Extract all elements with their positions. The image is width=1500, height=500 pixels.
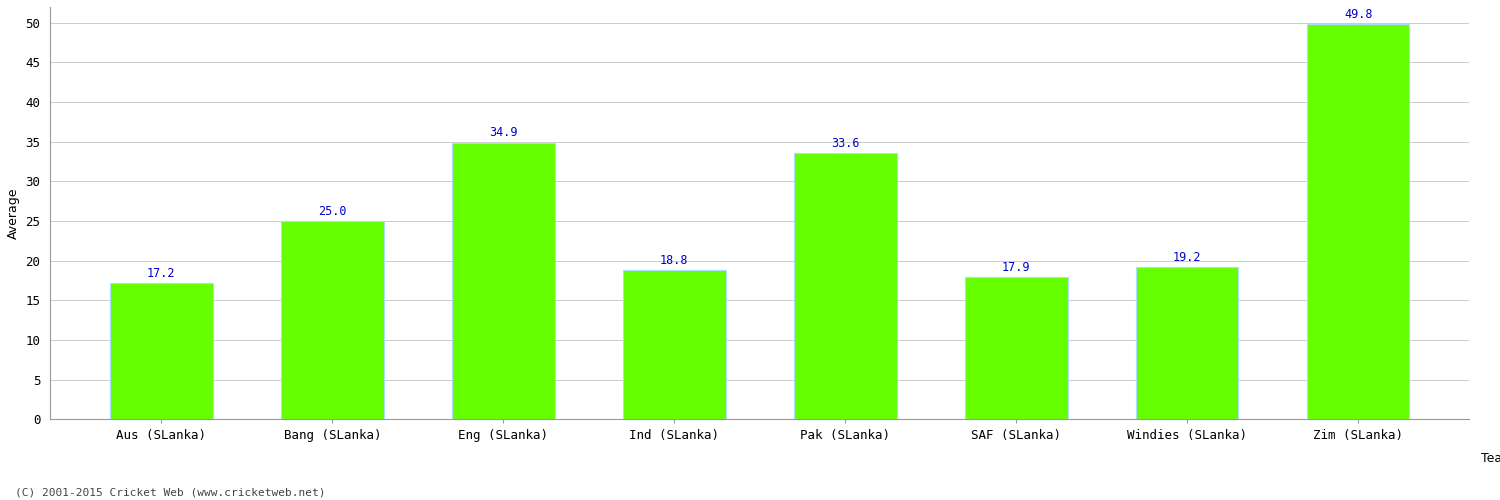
Bar — [794, 153, 897, 419]
Bar — [1306, 24, 1410, 419]
Text: 34.9: 34.9 — [489, 126, 518, 140]
Text: 25.0: 25.0 — [318, 205, 346, 218]
X-axis label: Team: Team — [1480, 452, 1500, 465]
Bar — [1136, 267, 1239, 420]
Text: 33.6: 33.6 — [831, 136, 860, 149]
Bar — [452, 142, 555, 420]
Text: 49.8: 49.8 — [1344, 8, 1372, 21]
Text: 18.8: 18.8 — [660, 254, 688, 267]
Text: (C) 2001-2015 Cricket Web (www.cricketweb.net): (C) 2001-2015 Cricket Web (www.cricketwe… — [15, 488, 326, 498]
Bar — [622, 270, 726, 420]
Bar — [964, 278, 1068, 420]
Text: 17.2: 17.2 — [147, 266, 176, 280]
Bar — [280, 221, 384, 420]
Text: 19.2: 19.2 — [1173, 251, 1202, 264]
Text: 17.9: 17.9 — [1002, 261, 1031, 274]
Bar — [110, 283, 213, 420]
Y-axis label: Average: Average — [8, 188, 20, 239]
